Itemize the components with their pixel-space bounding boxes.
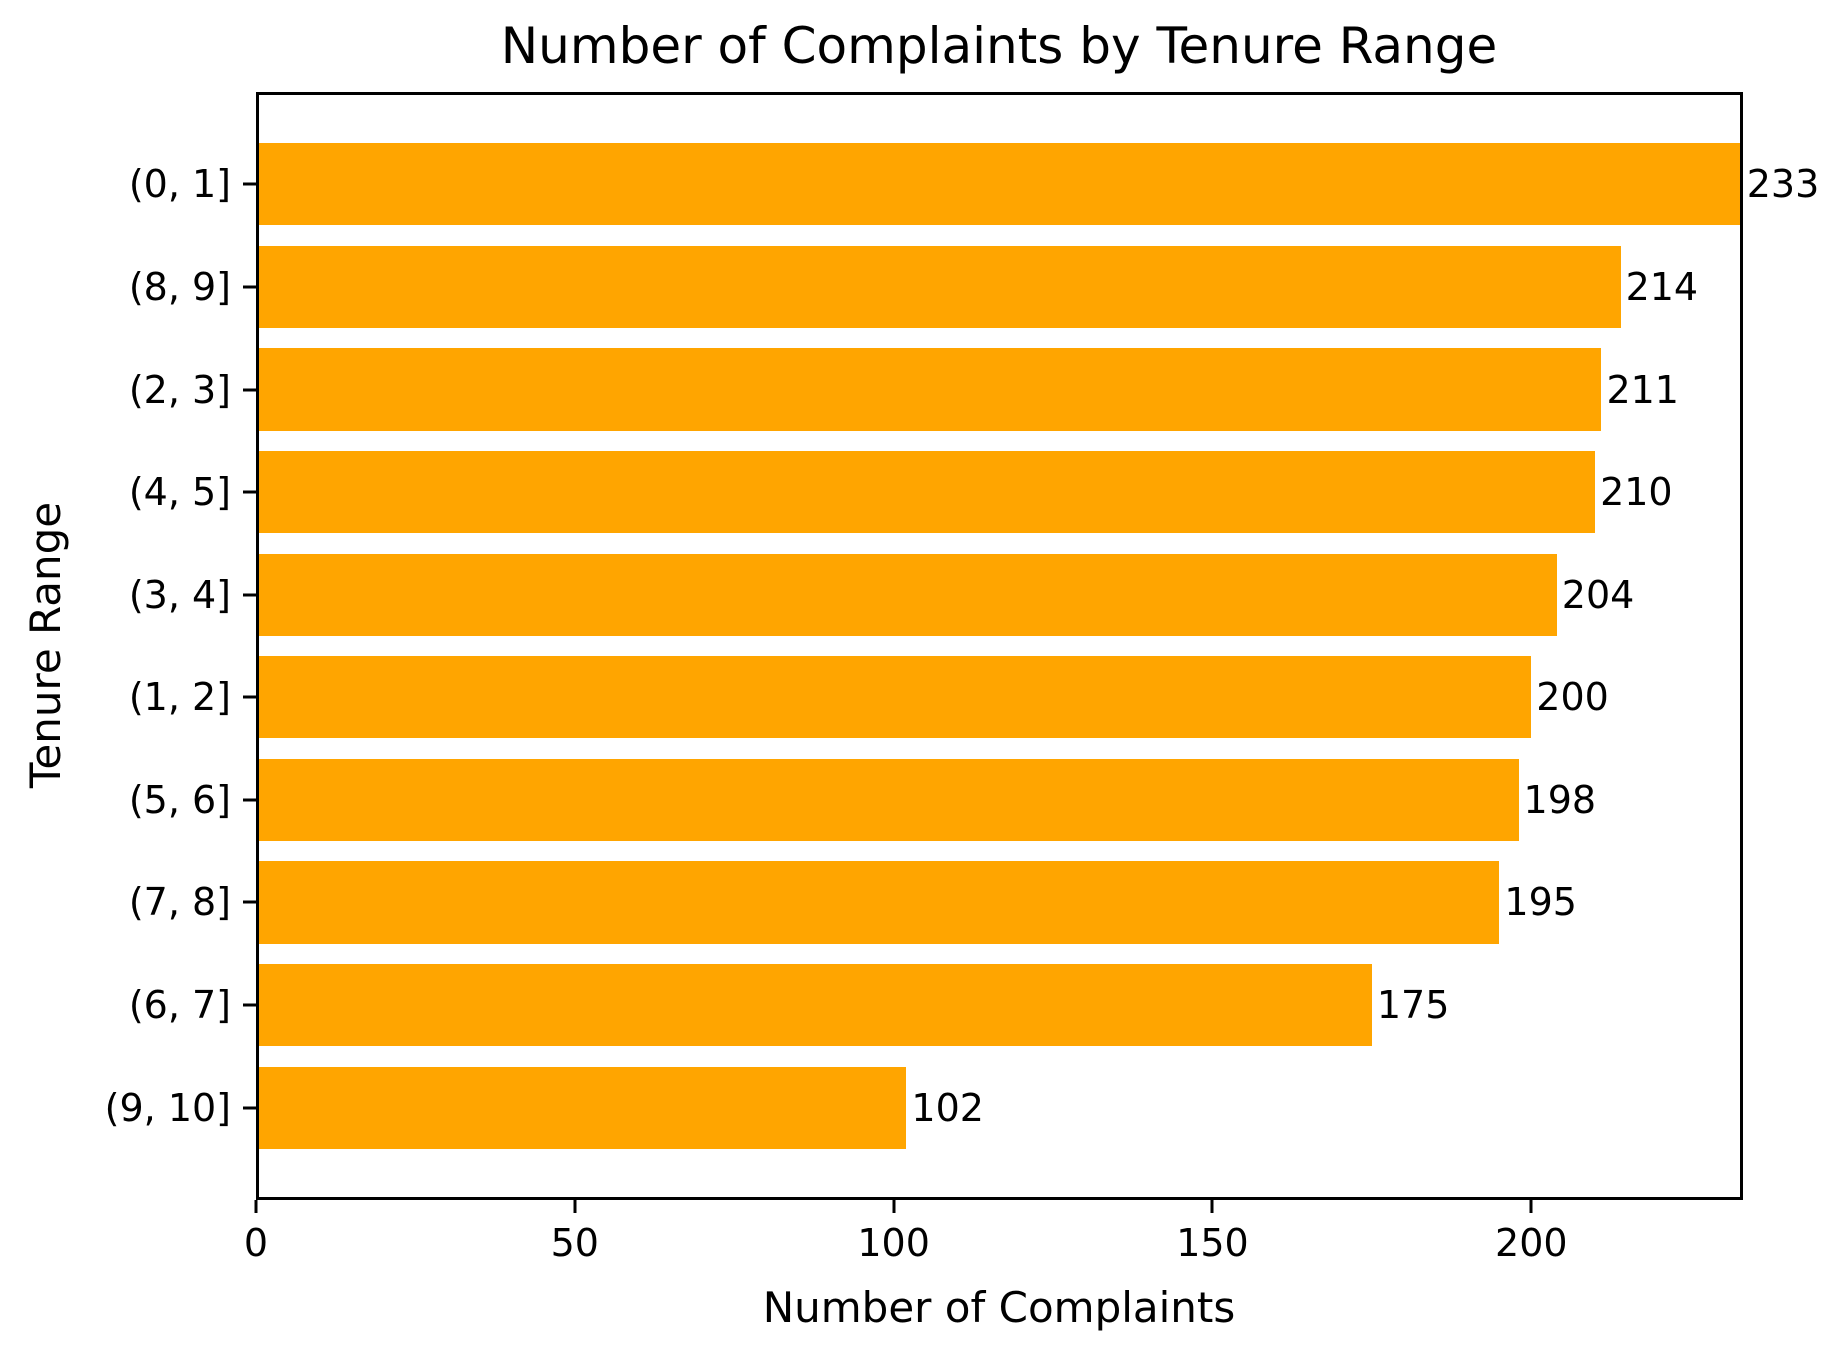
- x-tick-mark: [254, 1200, 258, 1213]
- bar-value-label: 195: [1504, 880, 1577, 925]
- y-tick-mark: [243, 593, 256, 597]
- y-tick-mark: [243, 900, 256, 904]
- y-tick-mark: [243, 695, 256, 699]
- y-tick-label: (2, 3]: [128, 367, 231, 412]
- y-tick-label: (9, 10]: [104, 1085, 231, 1130]
- bar: [256, 451, 1596, 534]
- bar: [256, 348, 1602, 431]
- bar-value-label: 211: [1606, 367, 1679, 412]
- y-tick-mark: [243, 798, 256, 802]
- x-tick-label: 0: [243, 1221, 269, 1265]
- y-tick-label: (6, 7]: [128, 983, 231, 1028]
- x-tick-mark: [1529, 1200, 1533, 1213]
- y-tick-label: (1, 2]: [128, 675, 231, 720]
- x-tick-label: 200: [1495, 1221, 1568, 1265]
- x-tick-label: 150: [1176, 1221, 1249, 1265]
- bar: [256, 1066, 907, 1149]
- bar-value-label: 214: [1625, 264, 1699, 309]
- chart-title: Number of Complaints by Tenure Range: [500, 17, 1498, 75]
- bar-value-label: 204: [1561, 572, 1635, 617]
- bar: [256, 656, 1532, 739]
- y-tick-mark: [243, 1003, 256, 1007]
- y-tick-mark: [243, 182, 256, 186]
- x-tick-mark: [1210, 1200, 1214, 1213]
- y-axis-label: Tenure Range: [20, 501, 70, 789]
- bar-value-label: 175: [1376, 983, 1450, 1028]
- x-tick-label: 100: [857, 1221, 930, 1265]
- bar-value-label: 200: [1536, 675, 1609, 720]
- bar: [256, 143, 1742, 226]
- bar-value-label: 102: [911, 1085, 984, 1130]
- y-tick-label: (8, 9]: [128, 264, 231, 309]
- bar: [256, 758, 1519, 841]
- y-tick-mark: [243, 490, 256, 494]
- bar: [256, 245, 1621, 328]
- bar: [256, 964, 1372, 1047]
- bar-value-label: 233: [1746, 162, 1820, 207]
- bar-value-label: 198: [1523, 777, 1597, 822]
- bar-value-label: 210: [1600, 470, 1673, 515]
- x-axis-label: Number of Complaints: [762, 1283, 1236, 1332]
- plot-area: 233 (0, 1] 214 (8, 9] 211 (2, 3] 210 (4, 5] 204 (…: [105, 92, 1819, 1265]
- y-tick-label: (7, 8]: [128, 880, 231, 925]
- bar: [256, 861, 1500, 944]
- y-tick-label: (0, 1]: [128, 162, 231, 207]
- bar: [256, 553, 1557, 636]
- x-tick-label: 50: [550, 1221, 599, 1265]
- y-tick-mark: [243, 388, 256, 392]
- y-tick-mark: [243, 1106, 256, 1110]
- x-tick-mark: [892, 1200, 896, 1213]
- y-tick-label: (4, 5]: [128, 470, 231, 515]
- y-tick-label: (3, 4]: [128, 572, 231, 617]
- y-tick-mark: [243, 285, 256, 289]
- y-tick-label: (5, 6]: [128, 777, 231, 822]
- x-tick-mark: [573, 1200, 577, 1213]
